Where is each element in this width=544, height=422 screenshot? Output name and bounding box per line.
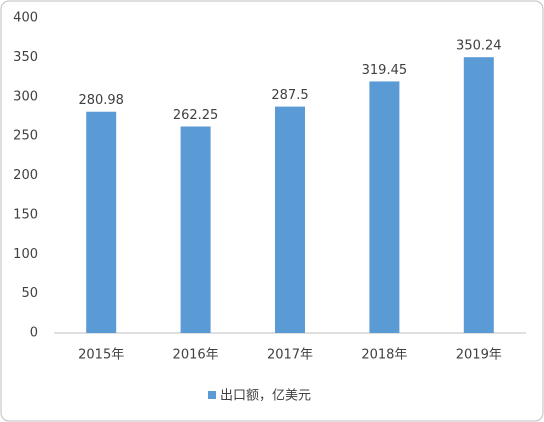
y-tick-label: 150	[13, 207, 38, 222]
bar	[275, 106, 305, 333]
y-tick-label: 350	[13, 50, 38, 65]
y-tick-label: 0	[30, 326, 38, 341]
y-tick-label: 250	[13, 129, 38, 144]
legend-swatch	[208, 391, 216, 399]
data-label: 319.45	[362, 63, 408, 78]
bar	[180, 126, 211, 334]
y-tick-label: 400	[13, 11, 38, 26]
data-label: 350.24	[456, 39, 502, 54]
legend-label: 出口额，亿美元	[220, 389, 311, 404]
y-tick-label: 50	[21, 286, 38, 301]
x-tick-label: 2019年	[456, 348, 502, 363]
y-tick-label: 200	[13, 168, 38, 183]
y-tick-label: 100	[13, 247, 38, 262]
x-tick-label: 2016年	[173, 348, 219, 363]
x-tick-label: 2015年	[78, 348, 124, 363]
data-label: 262.25	[173, 108, 219, 123]
bar	[86, 111, 117, 334]
y-tick-label: 300	[13, 89, 38, 104]
bar	[463, 57, 494, 333]
x-tick-label: 2018年	[361, 348, 407, 363]
bar	[369, 81, 400, 333]
data-label: 280.98	[78, 93, 124, 108]
data-label: 287.5	[271, 88, 308, 103]
x-tick-label: 2017年	[267, 348, 313, 363]
